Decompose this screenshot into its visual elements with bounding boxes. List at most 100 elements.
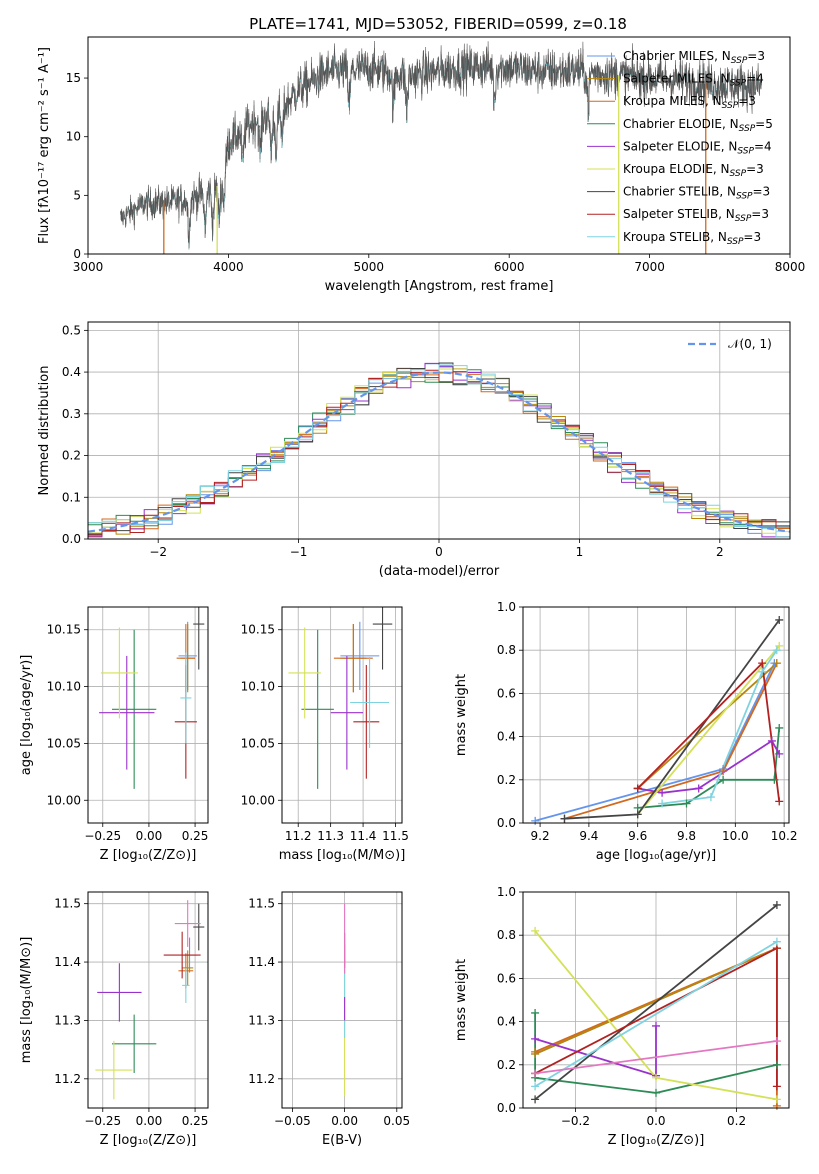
y-tick-label: 1.0 [497,885,516,899]
spectrum-legend: Chabrier MILES, NSSP=3 Salpeter MILES, NS… [587,49,773,247]
x-tick-label: 0.2 [727,1114,746,1128]
y-tick-label: 11.2 [54,1072,81,1086]
legend-label: Salpeter MILES, NSSP=4 [623,72,764,89]
spectrum-frame [87,36,791,255]
x-tick-label: 0.00 [331,1114,358,1128]
weight-line [637,662,778,790]
x-tick-label: 9.8 [677,829,696,843]
weight-marker [633,784,642,793]
weight-marker [531,816,540,825]
weight-marker [758,659,767,668]
x-tick-label: 0.0 [646,1114,665,1128]
weight-marker [531,1095,540,1104]
residuals-plot-area [88,362,790,538]
weight-marker [531,1034,540,1043]
y-tick-label: 0.2 [62,449,81,463]
y-tick-label: 11.3 [54,1013,81,1027]
weight-marker [775,723,784,732]
spectrum-plot-area [119,40,763,254]
y-tick-label: 10.05 [47,736,81,750]
x-tick-label: 0.00 [136,829,163,843]
y-tick-label: 10 [66,130,81,144]
weight-marker [775,749,784,758]
legend-label: 𝒩(0, 1) [728,337,772,351]
x-axis-label: Z [log₁₀(Z/Z⊙)] [100,848,197,863]
x-tick-label: 8000 [775,260,806,274]
age-vs-Z-frame [87,606,209,824]
weight-marker [772,900,781,909]
y-tick-label: 0.0 [497,1101,516,1115]
x-axis-label: mass [log₁₀(M/M⊙)] [279,848,406,863]
y-axis-label: mass weight [454,959,469,1041]
weight-line [637,645,780,815]
y-tick-label: 11.5 [54,897,81,911]
age-vs-mass-panel: 11.2 11.3 11.4 11.5 10.00 10.05 10.10 10.15 mass… [241,606,409,863]
y-tick-label: 15 [66,71,81,85]
y-tick-label: 10.15 [241,623,275,637]
weight-marker [531,1008,540,1017]
y-tick-label: 11.2 [248,1072,275,1086]
weight-vs-age-panel: 9.2 9.4 9.6 9.8 10.0 10.2 0.0 0.2 0.4 0.6 0.8 1.0 ag… [454,600,797,863]
x-axis-label: E(B-V) [322,1133,362,1148]
weight-marker [775,797,784,806]
x-tick-label: 0.25 [182,829,209,843]
y-tick-label: 0.6 [497,686,516,700]
residual-histogram [88,369,790,538]
weight-marker [633,810,642,819]
y-tick-label: 11.5 [248,897,275,911]
residual-legend: 𝒩(0, 1) [688,337,772,351]
weight-marker [770,775,779,784]
x-tick-label: 11.4 [350,829,377,843]
y-tick-label: 10.10 [241,680,275,694]
weight-vs-Z-panel: −0.2 0.0 0.2 0.0 0.2 0.4 0.6 0.8 1.0 Z [log₁₀(Z/Z… [454,885,790,1148]
x-tick-label: 1 [576,545,584,559]
weight-marker [658,799,667,808]
y-tick-label: 0.8 [497,643,516,657]
x-tick-label: 11.5 [382,829,409,843]
x-tick-label: −0.05 [274,1114,311,1128]
weight-line [534,1040,778,1075]
y-tick-label: 10.05 [241,736,275,750]
x-axis-label: wavelength [Angstrom, rest frame] [325,279,554,294]
y-tick-label: 11.3 [248,1013,275,1027]
mass-vs-Z-panel: −0.25 0.00 0.25 11.2 11.3 11.4 11.5 Z [log₁₀(Z/… [19,891,209,1148]
y-axis-label: mass [log₁₀(M/M⊙)] [19,937,34,1064]
weight-marker [682,799,691,808]
legend-label: Salpeter ELODIE, NSSP=4 [623,139,772,156]
residuals-panel: −2 −1 0 1 2 0.0 0.1 0.2 0.3 0.4 0.5 (data-model)/er… [37,321,791,579]
age-vs-Z-panel: −0.25 0.00 0.25 10.00 10.05 10.10 10.15 Z [log₁… [19,606,209,863]
spectrum-panel: 3000 4000 5000 6000 7000 8000 0 5 10 15 wavelength… [37,36,806,294]
legend-label: Chabrier ELODIE, NSSP=5 [623,117,773,134]
weight-marker [772,659,781,668]
x-tick-label: 2 [716,545,724,559]
weight-marker [767,736,776,745]
y-tick-label: 0.4 [62,365,81,379]
x-axis-label: Z [log₁₀(Z/Z⊙)] [100,1133,197,1148]
y-axis-label: mass weight [454,674,469,756]
y-tick-label: 0.2 [497,773,516,787]
weight-marker [694,784,703,793]
mass-vs-Z-plot-area [95,900,205,1100]
x-tick-label: 7000 [634,260,665,274]
y-tick-label: 10.10 [47,680,81,694]
weight-marker [772,1082,781,1091]
y-tick-label: 5 [73,188,81,202]
x-tick-label: 9.6 [628,829,647,843]
x-tick-label: 5000 [354,260,385,274]
x-tick-label: 11.3 [317,829,344,843]
y-tick-label: 0.1 [62,490,81,504]
weight-marker [652,1021,660,1030]
y-tick-label: 0.8 [497,928,516,942]
x-tick-label: 0 [435,545,443,559]
weight-marker [719,775,728,784]
y-tick-label: 10.00 [241,793,275,807]
y-tick-label: 0.5 [62,323,81,337]
weight-marker [531,926,540,935]
weight-marker [772,1095,781,1104]
legend-label: Kroupa MILES, NSSP=3 [623,94,756,111]
weight-marker [652,1088,660,1097]
legend-label: Kroupa ELODIE, NSSP=3 [623,162,764,179]
weight-line [534,940,778,1088]
figure-title: PLATE=1741, MJD=53052, FIBERID=0599, z=0… [249,15,627,33]
y-axis-label: Normed distribution [37,366,52,496]
